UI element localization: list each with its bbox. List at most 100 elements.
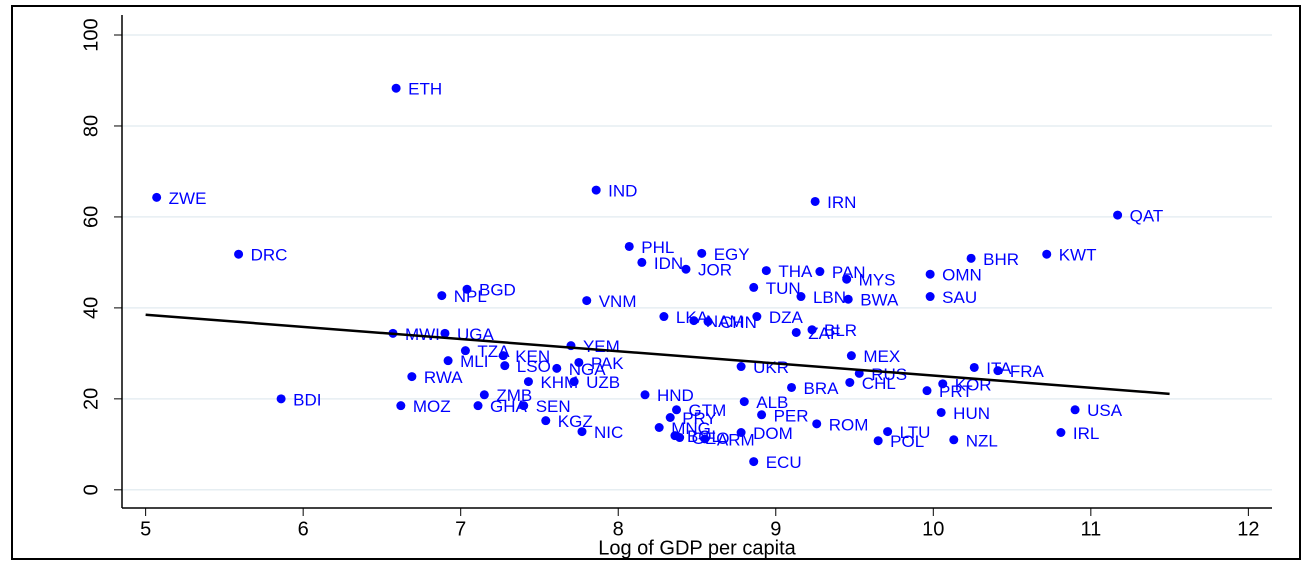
point-label: CHN [720,313,757,332]
x-tick-label: 6 [298,518,309,540]
y-tick-label: 80 [80,115,102,137]
point [736,428,746,438]
point-label: NIC [594,423,623,442]
x-tick-label: 7 [455,518,466,540]
point [697,248,707,258]
point-label: THA [778,262,813,281]
point [552,363,562,373]
point [500,361,510,371]
point-label: SEN [536,397,571,416]
point-label: PRY [682,409,717,428]
point-label: DRC [251,246,288,265]
point [807,325,817,335]
point [761,266,771,276]
point-label: NZL [966,431,998,450]
point [440,328,450,338]
point [815,267,825,277]
point-label: JOR [698,261,732,280]
point-label: LSO [517,357,551,376]
y-tick-label: 20 [80,388,102,410]
point-label: QAT [1130,207,1164,226]
point-label: ECU [766,453,802,472]
point-label: USA [1087,401,1123,420]
point [654,423,664,433]
point [1042,249,1052,259]
point-label: KGZ [558,412,593,431]
point [787,382,797,392]
point-label: BDI [293,390,321,409]
point [749,457,759,467]
point-label: UZB [586,373,620,392]
point-label: IDN [654,254,683,273]
point-label: PAN [832,263,866,282]
point [672,405,682,415]
point-label: PER [774,406,809,425]
point [936,407,946,417]
point-label: BGD [479,281,516,300]
point-label: MOZ [413,397,451,416]
point-label: IRL [1073,424,1099,443]
point-label: NPL [454,287,487,306]
x-tick-label: 11 [1080,518,1101,540]
x-tick-label: 5 [140,518,151,540]
point-label: IND [608,182,637,201]
point-label: RWA [424,368,463,387]
point-label: TUN [766,279,801,298]
point-label: LBN [813,288,846,307]
point [922,386,932,396]
point-label: LTU [900,423,931,442]
point [407,372,417,382]
point-label: DZA [769,308,804,327]
x-tick-label: 8 [613,518,624,540]
point-label: VNM [599,292,637,311]
point-label: KHM [540,373,578,392]
point [574,357,584,367]
point [462,284,472,294]
point [796,292,806,302]
point [396,401,406,411]
point [624,241,634,251]
point-label: POL [890,432,924,451]
point-label: ALB [756,393,788,412]
y-tick-label: 0 [80,484,102,495]
point [640,390,650,400]
point [443,356,453,366]
point-label: MEX [863,347,900,366]
point-label: MYS [859,271,896,290]
point-label: ETH [408,80,442,99]
point-label: GTM [689,401,727,420]
point-label: MNG [671,419,711,438]
point-label: ROM [829,415,869,434]
point [925,292,935,302]
point [582,296,592,306]
point [541,416,551,426]
point-label: PAK [591,354,624,373]
point [845,377,855,387]
point [689,316,699,326]
point [498,351,508,361]
point [993,366,1003,376]
point [739,397,749,407]
point [842,274,852,284]
point [152,192,162,202]
point [791,327,801,337]
point [591,185,601,195]
point [846,351,856,361]
x-tick-label: 12 [1237,518,1259,540]
point [665,412,675,422]
point [519,401,529,411]
point [276,394,286,404]
point [391,83,401,93]
point [700,434,710,444]
point-label: FRA [1010,362,1045,381]
point [234,249,244,259]
point [437,291,447,301]
point-label: KEN [515,347,550,366]
point [812,419,822,429]
x-tick-label: 10 [922,518,944,540]
point-label: BWA [860,291,899,310]
point-label: PRT [939,382,973,401]
point [659,312,669,322]
point-label: CHL [862,374,896,393]
point-label: GHA [490,397,528,416]
